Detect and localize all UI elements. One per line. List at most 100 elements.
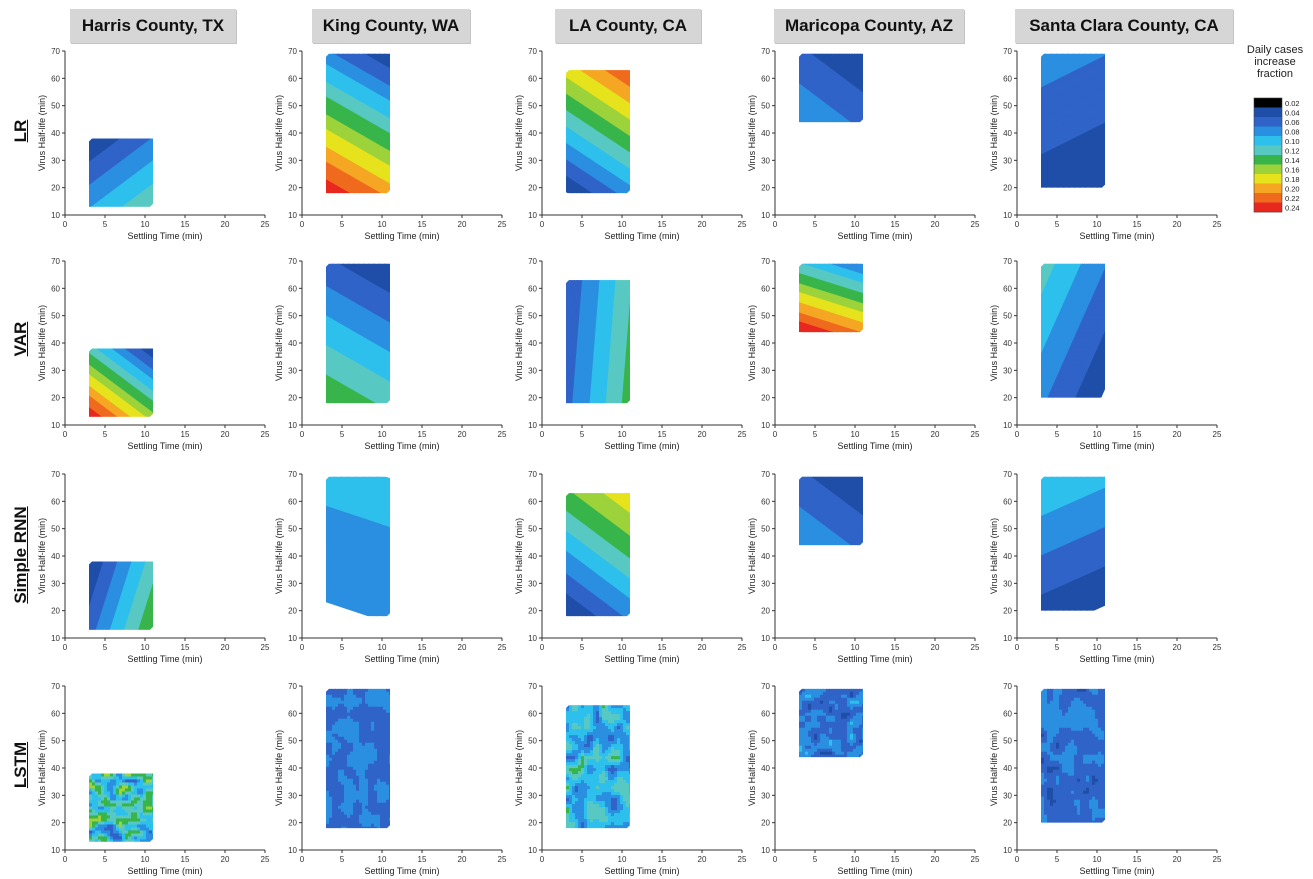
x-tick-label: 25 [971,855,980,864]
y-tick-label: 30 [51,366,60,375]
y-tick-label: 40 [288,764,297,773]
row-label: VAR [11,321,30,357]
x-tick-label: 5 [103,430,108,439]
x-tick-label: 25 [498,430,507,439]
x-tick-label: 0 [540,220,545,229]
x-tick-label: 25 [971,643,980,652]
y-tick-label: 40 [51,339,60,348]
y-tick-label: 30 [288,791,297,800]
y-tick-label: 10 [528,211,537,220]
y-axis-label: Virus Half-life (min) [37,518,47,594]
y-tick-label: 70 [761,47,770,56]
y-tick-label: 70 [288,470,297,479]
y-tick-label: 10 [51,634,60,643]
x-axis-label: Settling Time (min) [127,441,202,451]
legend-title: Daily cases increase fraction [1246,44,1304,80]
legend-level-label: 0.14 [1285,156,1300,165]
y-tick-label: 30 [761,579,770,588]
y-tick-label: 30 [1003,579,1012,588]
panel-var-0: 0 5 10 15 20 25 10 20 30 40 50 60 70 Settling Time (m… [37,257,270,451]
y-tick-label: 60 [51,497,60,506]
x-tick-label: 25 [261,220,270,229]
x-tick-label: 20 [221,855,230,864]
axes: 0 5 10 15 20 25 10 20 30 40 50 60 70 Settling Time (m… [274,470,507,664]
y-axis-label: Virus Half-life (min) [747,305,757,381]
y-tick-label: 20 [288,394,297,403]
y-tick-label: 50 [1003,737,1012,746]
y-axis-label: Virus Half-life (min) [37,730,47,806]
contour-fill [89,138,153,207]
y-tick-label: 20 [528,184,537,193]
column-header: Maricopa County, AZ [774,9,964,43]
x-axis-label: Settling Time (min) [837,441,912,451]
y-tick-label: 70 [528,682,537,691]
x-tick-label: 10 [1093,643,1102,652]
panel-lr-1: 0 5 10 15 20 25 10 20 30 40 50 60 70 Settling Time (m… [274,47,507,241]
y-tick-label: 20 [528,819,537,828]
x-tick-label: 0 [63,430,68,439]
x-tick-label: 15 [181,220,190,229]
x-tick-label: 15 [1133,430,1142,439]
panel-simple-rnn-2: 0 5 10 15 20 25 10 20 30 40 50 60 70 Settling Time (m… [514,470,747,664]
x-tick-label: 10 [1093,855,1102,864]
x-tick-label: 25 [1213,220,1222,229]
x-axis-label: Settling Time (min) [837,866,912,876]
x-tick-label: 20 [698,643,707,652]
y-tick-label: 20 [761,184,770,193]
legend-swatch [1254,117,1282,127]
y-axis-label: Virus Half-life (min) [514,730,524,806]
x-axis-label: Settling Time (min) [604,441,679,451]
y-tick-label: 20 [288,819,297,828]
axes: 0 5 10 15 20 25 10 20 30 40 50 60 70 Settling Time (m… [989,47,1222,241]
axes: 0 5 10 15 20 25 10 20 30 40 50 60 70 Settling Time (m… [747,682,980,876]
x-axis-label: Settling Time (min) [127,231,202,241]
y-axis-label: Virus Half-life (min) [274,518,284,594]
x-tick-label: 0 [773,643,778,652]
y-tick-label: 60 [761,709,770,718]
x-tick-label: 20 [698,430,707,439]
x-tick-label: 5 [580,855,585,864]
panel-lstm-1: 0 5 10 15 20 25 10 20 30 40 50 60 70 Settling Time (m… [274,682,507,876]
y-tick-label: 50 [51,312,60,321]
x-tick-label: 0 [300,430,305,439]
y-tick-label: 60 [1003,497,1012,506]
panel-simple-rnn-3: 0 5 10 15 20 25 10 20 30 40 50 60 70 Settling Time (m… [747,470,980,664]
y-tick-label: 60 [51,709,60,718]
legend-level-label: 0.24 [1285,204,1300,213]
y-tick-label: 30 [1003,366,1012,375]
y-tick-label: 70 [51,47,60,56]
x-tick-label: 25 [498,220,507,229]
legend-swatch [1254,107,1282,118]
y-tick-label: 50 [761,102,770,111]
y-tick-label: 10 [761,211,770,220]
contour-fill [1041,688,1105,823]
y-axis-label: Virus Half-life (min) [514,518,524,594]
y-tick-label: 50 [761,312,770,321]
y-tick-label: 50 [51,737,60,746]
y-axis-label: Virus Half-life (min) [747,730,757,806]
x-tick-label: 5 [580,430,585,439]
x-tick-label: 15 [181,430,190,439]
panel-lstm-4: 0 5 10 15 20 25 10 20 30 40 50 60 70 Settling Time (m… [989,682,1222,876]
x-tick-label: 20 [458,855,467,864]
panel-simple-rnn-1: 0 5 10 15 20 25 10 20 30 40 50 60 70 Settling Time (m… [274,470,507,664]
x-tick-label: 25 [498,855,507,864]
legend-level-label: 0.04 [1285,109,1300,118]
axes: 0 5 10 15 20 25 10 20 30 40 50 60 70 Settling Time (m… [747,257,980,451]
y-tick-label: 10 [288,846,297,855]
y-tick-label: 20 [51,394,60,403]
y-tick-label: 70 [1003,470,1012,479]
y-tick-label: 70 [1003,682,1012,691]
legend-swatch [1254,126,1282,137]
x-tick-label: 25 [1213,430,1222,439]
axes: 0 5 10 15 20 25 10 20 30 40 50 60 70 Settling Time (m… [274,47,507,241]
x-tick-label: 25 [261,855,270,864]
y-tick-label: 40 [528,552,537,561]
x-tick-label: 20 [1173,220,1182,229]
y-axis-label: Virus Half-life (min) [747,518,757,594]
column-header: LA County, CA [555,9,701,43]
y-tick-label: 70 [528,47,537,56]
x-tick-label: 0 [540,643,545,652]
y-tick-label: 60 [528,497,537,506]
y-tick-label: 60 [51,284,60,293]
